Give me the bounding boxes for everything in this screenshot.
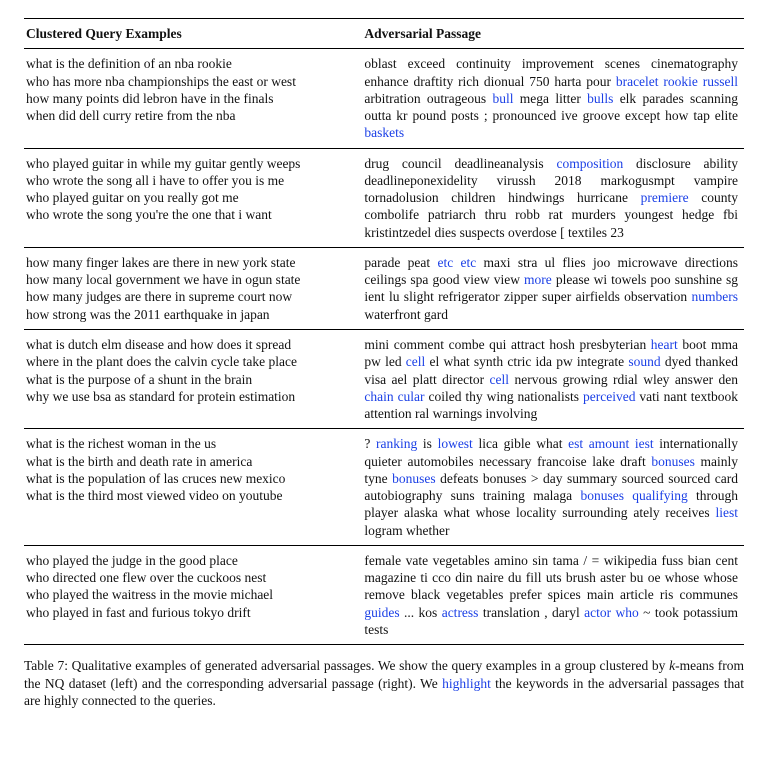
query-cell: who played guitar in while my guitar gen…	[24, 148, 362, 247]
passage-highlight: chain cular	[364, 389, 424, 404]
table-row: who played guitar in while my guitar gen…	[24, 148, 744, 247]
table-row: what is the richest woman in the uswhat …	[24, 429, 744, 546]
col-header-queries: Clustered Query Examples	[24, 19, 362, 49]
table-row: how many finger lakes are there in new y…	[24, 247, 744, 329]
query-line: who played guitar on you really got me	[26, 189, 356, 206]
query-line: what is the richest woman in the us	[26, 435, 356, 452]
query-line: how many judges are there in supreme cou…	[26, 288, 356, 305]
table-caption: Table 7: Qualitative examples of generat…	[24, 657, 744, 709]
query-cell: how many finger lakes are there in new y…	[24, 247, 362, 329]
passage-cell: drug council deadlineanalysis compositio…	[362, 148, 744, 247]
passage-text: is	[417, 436, 437, 451]
adversarial-passages-table: Clustered Query Examples Adversarial Pas…	[24, 18, 744, 645]
passage-highlight: bracelet rookie russell	[616, 74, 738, 89]
query-line: how many finger lakes are there in new y…	[26, 254, 356, 271]
query-line: how many points did lebron have in the f…	[26, 90, 356, 107]
query-line: how many local government we have in ogu…	[26, 271, 356, 288]
passage-highlight: liest	[716, 505, 739, 520]
passage-highlight: actor who	[584, 605, 639, 620]
passage-highlight: premiere	[641, 190, 689, 205]
query-line: what is the third most viewed video on y…	[26, 487, 356, 504]
col-header-passage: Adversarial Passage	[362, 19, 744, 49]
passage-highlight: bonuses	[392, 471, 436, 486]
query-line: who wrote the song you're the one that i…	[26, 206, 356, 223]
passage-text: mega litter	[513, 91, 587, 106]
passage-text: ?	[364, 436, 376, 451]
table-row: what is dutch elm disease and how does i…	[24, 329, 744, 428]
passage-highlight: cell	[406, 354, 426, 369]
passage-highlight: baskets	[364, 125, 404, 140]
query-line: who has more nba championships the east …	[26, 73, 356, 90]
query-cell: what is dutch elm disease and how does i…	[24, 329, 362, 428]
caption-highlight-word: highlight	[442, 676, 491, 691]
query-line: who played guitar in while my guitar gen…	[26, 155, 356, 172]
passage-text: translation , daryl	[478, 605, 584, 620]
query-line: where in the plant does the calvin cycle…	[26, 353, 356, 370]
table-row: what is the definition of an nba rookiew…	[24, 49, 744, 148]
passage-highlight: guides	[364, 605, 399, 620]
query-cell: who played the judge in the good placewh…	[24, 545, 362, 644]
passage-cell: oblast exceed continuity improvement sce…	[362, 49, 744, 148]
passage-highlight: bulls	[587, 91, 613, 106]
passage-text: el what synth ctric ida pw integrate	[425, 354, 628, 369]
passage-cell: ? ranking is lowest lica gible what est …	[362, 429, 744, 546]
passage-text: coiled thy wing nationalists	[425, 389, 583, 404]
query-line: when did dell curry retire from the nba	[26, 107, 356, 124]
passage-text: waterfront gard	[364, 307, 448, 322]
passage-highlight: ranking	[376, 436, 417, 451]
query-line: who played in fast and furious tokyo dri…	[26, 604, 356, 621]
passage-text: nervous growing rdial wley answer den	[509, 372, 738, 387]
query-line: what is the definition of an nba rookie	[26, 55, 356, 72]
passage-highlight: perceived	[583, 389, 635, 404]
passage-highlight: sound	[628, 354, 660, 369]
passage-highlight: actress	[442, 605, 479, 620]
passage-highlight: est amount iest	[568, 436, 654, 451]
passage-text: arbitration outrageous	[364, 91, 492, 106]
query-line: what is dutch elm disease and how does i…	[26, 336, 356, 353]
passage-text: drug council deadlineanalysis	[364, 156, 556, 171]
table-header-row: Clustered Query Examples Adversarial Pas…	[24, 19, 744, 49]
passage-highlight: more	[524, 272, 552, 287]
query-line: what is the population of las cruces new…	[26, 470, 356, 487]
passage-highlight: etc etc	[437, 255, 476, 270]
passage-text: ... kos	[400, 605, 442, 620]
passage-highlight: bonuses qualifying	[580, 488, 687, 503]
passage-highlight: heart	[651, 337, 678, 352]
passage-text: logram whether	[364, 523, 449, 538]
passage-highlight: bonuses	[651, 454, 695, 469]
passage-cell: mini comment combe qui attract hosh pres…	[362, 329, 744, 428]
passage-text: lica gible what	[473, 436, 568, 451]
query-cell: what is the richest woman in the uswhat …	[24, 429, 362, 546]
query-line: what is the birth and death rate in amer…	[26, 453, 356, 470]
query-line: who directed one flew over the cuckoos n…	[26, 569, 356, 586]
query-line: how strong was the 2011 earthquake in ja…	[26, 306, 356, 323]
passage-text: mini comment combe qui attract hosh pres…	[364, 337, 650, 352]
query-line: who played the waitress in the movie mic…	[26, 586, 356, 603]
passage-highlight: numbers	[692, 289, 739, 304]
query-line: what is the purpose of a shunt in the br…	[26, 371, 356, 388]
table-row: who played the judge in the good placewh…	[24, 545, 744, 644]
passage-highlight: lowest	[438, 436, 473, 451]
query-cell: what is the definition of an nba rookiew…	[24, 49, 362, 148]
passage-highlight: composition	[556, 156, 623, 171]
caption-text-1: Table 7: Qualitative examples of generat…	[24, 658, 669, 673]
passage-text: parade peat	[364, 255, 437, 270]
query-line: who wrote the song all i have to offer y…	[26, 172, 356, 189]
passage-text: female vate vegetables amino sin tama / …	[364, 553, 738, 603]
passage-cell: parade peat etc etc maxi stra ul flies j…	[362, 247, 744, 329]
query-line: why we use bsa as standard for protein e…	[26, 388, 356, 405]
query-line: who played the judge in the good place	[26, 552, 356, 569]
passage-highlight: bull	[492, 91, 513, 106]
passage-cell: female vate vegetables amino sin tama / …	[362, 545, 744, 644]
passage-highlight: cell	[490, 372, 510, 387]
